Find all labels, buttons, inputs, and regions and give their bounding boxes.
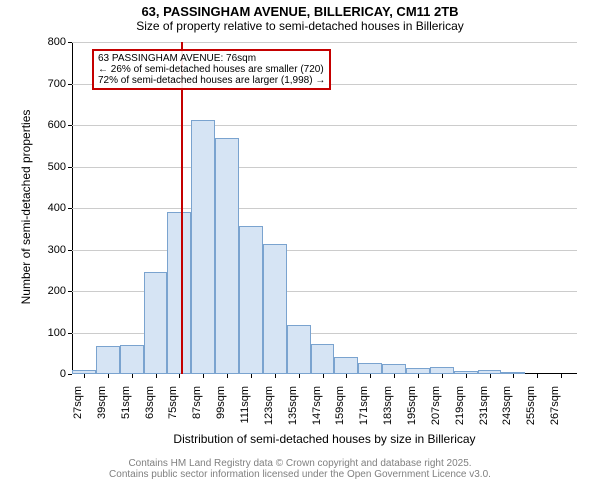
histogram-bar (215, 138, 239, 374)
xtick-mark (227, 374, 228, 378)
ytick-label: 200 (34, 285, 66, 297)
xtick-label: 147sqm (311, 386, 323, 436)
xtick-mark (537, 374, 538, 378)
chart-title: 63, PASSINGHAM AVENUE, BILLERICAY, CM11 … (0, 4, 600, 19)
xtick-label: 207sqm (430, 386, 442, 436)
xtick-mark (132, 374, 133, 378)
xtick-label: 159sqm (334, 386, 346, 436)
xtick-label: 231sqm (478, 386, 490, 436)
histogram-bar (263, 244, 287, 374)
xtick-label: 39sqm (96, 386, 108, 436)
xtick-label: 111sqm (239, 386, 251, 436)
plot-area (72, 42, 577, 374)
ytick-label: 400 (34, 202, 66, 214)
xtick-label: 195sqm (406, 386, 418, 436)
footer-line-2: Contains public sector information licen… (0, 469, 600, 480)
xtick-mark (513, 374, 514, 378)
xtick-mark (251, 374, 252, 378)
ytick-mark (68, 374, 72, 375)
gridline (72, 250, 577, 251)
xtick-mark (108, 374, 109, 378)
xtick-label: 267sqm (549, 386, 561, 436)
histogram-bar (96, 346, 120, 374)
marker-line (181, 42, 183, 374)
ytick-mark (68, 208, 72, 209)
ytick-mark (68, 42, 72, 43)
xtick-label: 27sqm (72, 386, 84, 436)
ytick-mark (68, 84, 72, 85)
xtick-label: 255sqm (525, 386, 537, 436)
xtick-mark (156, 374, 157, 378)
xtick-mark (442, 374, 443, 378)
ytick-label: 100 (34, 327, 66, 339)
xtick-label: 171sqm (358, 386, 370, 436)
ytick-mark (68, 333, 72, 334)
ytick-label: 300 (34, 244, 66, 256)
xtick-mark (370, 374, 371, 378)
xtick-label: 123sqm (263, 386, 275, 436)
footer-attribution: Contains HM Land Registry data © Crown c… (0, 458, 600, 480)
xtick-label: 51sqm (120, 386, 132, 436)
histogram-bar (358, 363, 382, 374)
annotation-line: 63 PASSINGHAM AVENUE: 76sqm (98, 53, 325, 64)
titles: 63, PASSINGHAM AVENUE, BILLERICAY, CM11 … (0, 4, 600, 33)
ytick-mark (68, 250, 72, 251)
gridline (72, 208, 577, 209)
xtick-mark (346, 374, 347, 378)
histogram-bar (167, 212, 191, 374)
histogram-bar (120, 345, 144, 374)
xtick-label: 135sqm (287, 386, 299, 436)
ytick-mark (68, 291, 72, 292)
ytick-label: 600 (34, 119, 66, 131)
gridline (72, 42, 577, 43)
xtick-mark (179, 374, 180, 378)
xtick-mark (275, 374, 276, 378)
xtick-mark (394, 374, 395, 378)
histogram-bar (191, 120, 215, 374)
xtick-mark (418, 374, 419, 378)
annotation-box: 63 PASSINGHAM AVENUE: 76sqm← 26% of semi… (92, 49, 331, 90)
chart-subtitle: Size of property relative to semi-detach… (0, 19, 600, 33)
xtick-mark (323, 374, 324, 378)
xtick-label: 87sqm (191, 386, 203, 436)
ytick-label: 700 (34, 78, 66, 90)
ytick-label: 800 (34, 36, 66, 48)
xtick-mark (299, 374, 300, 378)
histogram-bar (144, 272, 168, 374)
xtick-label: 99sqm (215, 386, 227, 436)
annotation-line: 72% of semi-detached houses are larger (… (98, 75, 325, 86)
histogram-bar (382, 364, 406, 374)
footer-line-1: Contains HM Land Registry data © Crown c… (0, 458, 600, 469)
xtick-label: 75sqm (167, 386, 179, 436)
ytick-label: 0 (34, 368, 66, 380)
gridline (72, 125, 577, 126)
histogram-bar (334, 357, 358, 374)
y-axis-label: Number of semi-detached properties (19, 41, 33, 373)
xtick-mark (203, 374, 204, 378)
histogram-bar (311, 344, 335, 374)
chart-container: 63, PASSINGHAM AVENUE, BILLERICAY, CM11 … (0, 0, 600, 500)
xtick-mark (466, 374, 467, 378)
histogram-bar (287, 325, 311, 374)
ytick-mark (68, 125, 72, 126)
xtick-mark (84, 374, 85, 378)
xtick-label: 219sqm (454, 386, 466, 436)
histogram-bar (239, 226, 263, 374)
xtick-label: 183sqm (382, 386, 394, 436)
histogram-bar (430, 367, 454, 374)
xtick-mark (561, 374, 562, 378)
xtick-label: 243sqm (501, 386, 513, 436)
xtick-label: 63sqm (144, 386, 156, 436)
ytick-mark (68, 167, 72, 168)
xtick-mark (490, 374, 491, 378)
gridline (72, 167, 577, 168)
ytick-label: 500 (34, 161, 66, 173)
annotation-line: ← 26% of semi-detached houses are smalle… (98, 64, 325, 75)
